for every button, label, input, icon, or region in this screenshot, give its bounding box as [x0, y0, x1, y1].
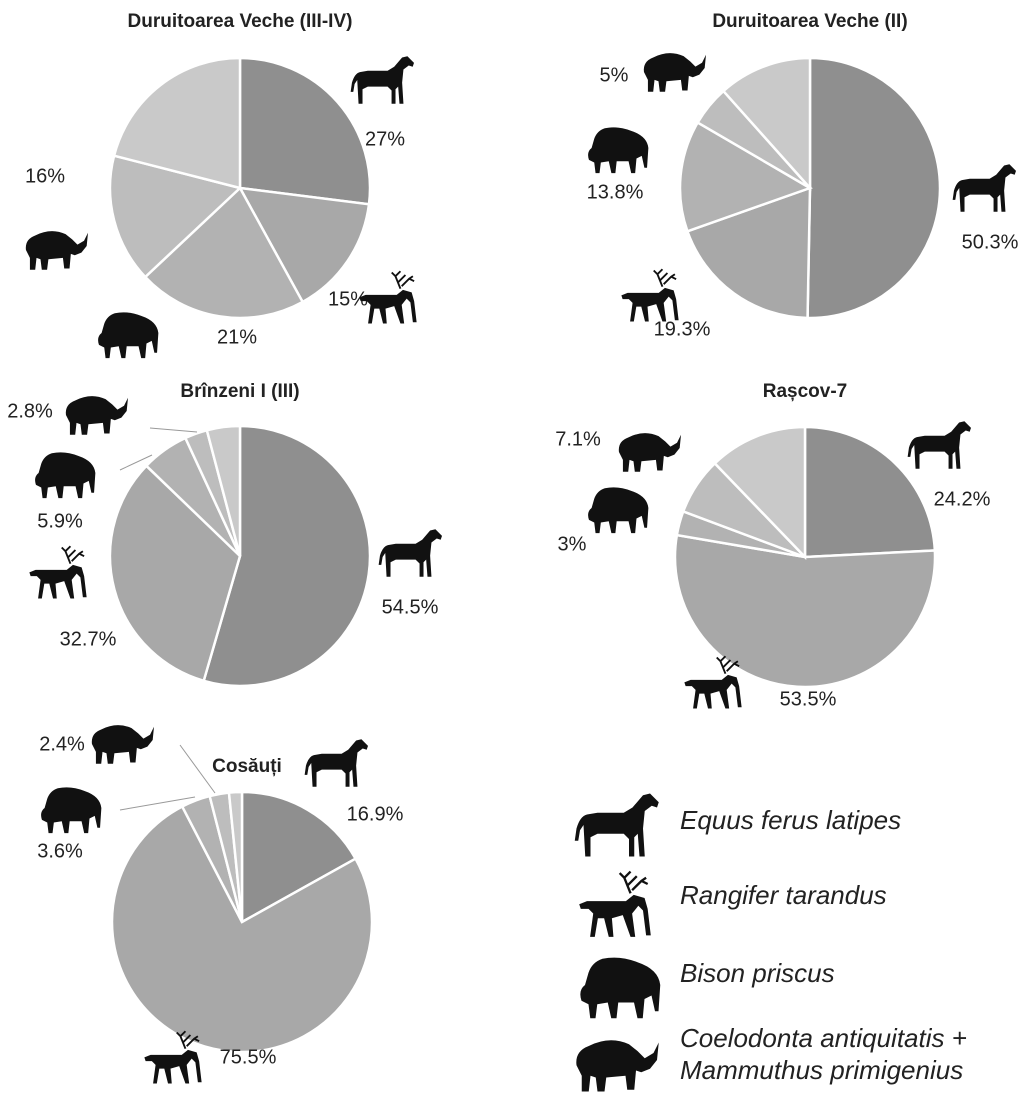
legend-label: Mammuthus primigenius: [680, 1055, 963, 1085]
value-label: 7.1%: [555, 428, 601, 450]
value-label: 19.3%: [654, 318, 711, 340]
animal-icon: [91, 725, 154, 764]
value-label: 5%: [600, 64, 629, 86]
pie-slice: [110, 804, 374, 1054]
pie-slice: [227, 790, 244, 923]
pie-slice: [713, 425, 807, 561]
pie-slice: [108, 154, 243, 279]
animal-icon: [358, 270, 418, 325]
pie-chart: Rașcov-7 24.2% 53.5% 3% 7.1%: [555, 381, 990, 710]
animal-icon: [28, 545, 88, 600]
animal-icon: [41, 787, 102, 834]
animal-icon: [588, 127, 649, 174]
chart-title: Rașcov-7: [763, 381, 848, 402]
animal-icon: [65, 396, 128, 435]
chart-title: Duruitoarea Veche (III-IV): [128, 11, 353, 32]
pie-chart: Duruitoarea Veche (II) 50.3% 19.3% 13.8% 5%: [587, 11, 1019, 340]
value-label: 16.9%: [347, 803, 404, 825]
value-label: 16%: [25, 165, 65, 187]
value-label: 13.8%: [587, 181, 644, 203]
animal-icon: [907, 421, 971, 469]
value-label: 24.2%: [934, 488, 991, 510]
value-label: 53.5%: [780, 688, 837, 710]
value-label: 3%: [558, 533, 587, 555]
chart-title: Cosăuți: [212, 756, 282, 777]
animal-icon: [683, 655, 743, 710]
pie-chart: Brînzeni I (III) 54.5% 32.7% 5.9% 2.8%: [7, 381, 439, 688]
pie-slice: [205, 424, 242, 557]
value-label: 2.4%: [39, 733, 85, 755]
pie-slice: [237, 186, 371, 304]
animal-icon: [143, 1030, 203, 1085]
value-label: 32.7%: [60, 628, 117, 650]
leader-line: [179, 744, 216, 794]
chart-title: Duruitoarea Veche (II): [712, 11, 907, 32]
animal-icon: [618, 433, 681, 472]
pie-slice: [202, 424, 372, 688]
animal-icon: [25, 231, 88, 270]
pie-chart: Duruitoarea Veche (III-IV) 27% 15% 21% 16%: [25, 11, 405, 348]
animal-icon: [580, 957, 661, 1019]
pie-chart: Cosăuți 16.9% 75.5% 3.6% 2.4%: [37, 733, 403, 1068]
pie-slice: [108, 464, 242, 683]
pie-slice: [238, 56, 372, 206]
pie-slice: [673, 533, 937, 689]
value-label: 2.8%: [7, 400, 53, 422]
legend-label: Rangifer tarandus: [680, 880, 887, 910]
value-label: 50.3%: [962, 231, 1019, 253]
animal-icon: [576, 1040, 659, 1092]
animal-icon: [304, 739, 368, 787]
animal-icon: [35, 452, 96, 499]
pie-slice: [678, 120, 813, 233]
legend-label: Coelodonta antiquitatis +: [680, 1023, 967, 1053]
pie-slice: [143, 185, 305, 320]
value-label: 54.5%: [382, 596, 439, 618]
legend-label: Equus ferus latipes: [680, 805, 901, 835]
animal-icon: [378, 529, 442, 577]
value-label: 15%: [328, 288, 368, 310]
animal-icon: [620, 268, 680, 323]
animal-icon: [574, 793, 659, 857]
legend-label: Bison priscus: [680, 958, 835, 988]
animal-icon: [643, 53, 706, 92]
value-label: 21%: [217, 326, 257, 348]
animal-icon: [588, 487, 649, 534]
animal-icon: [952, 164, 1016, 212]
chart-title: Brînzeni I (III): [180, 381, 299, 402]
pie-slice: [806, 56, 942, 320]
animal-icon: [350, 56, 414, 104]
animal-icon: [577, 870, 653, 939]
value-label: 5.9%: [37, 510, 83, 532]
value-label: 75.5%: [220, 1046, 277, 1068]
leader-line: [149, 427, 198, 433]
value-label: 3.6%: [37, 840, 83, 862]
pie-slice: [803, 425, 937, 559]
leader-line: [119, 796, 196, 811]
animal-icon: [98, 312, 159, 359]
pie-slice: [721, 56, 812, 192]
pie-slice: [240, 790, 358, 925]
pie-slice: [112, 56, 242, 190]
leader-line: [119, 454, 153, 471]
value-label: 27%: [365, 128, 405, 150]
